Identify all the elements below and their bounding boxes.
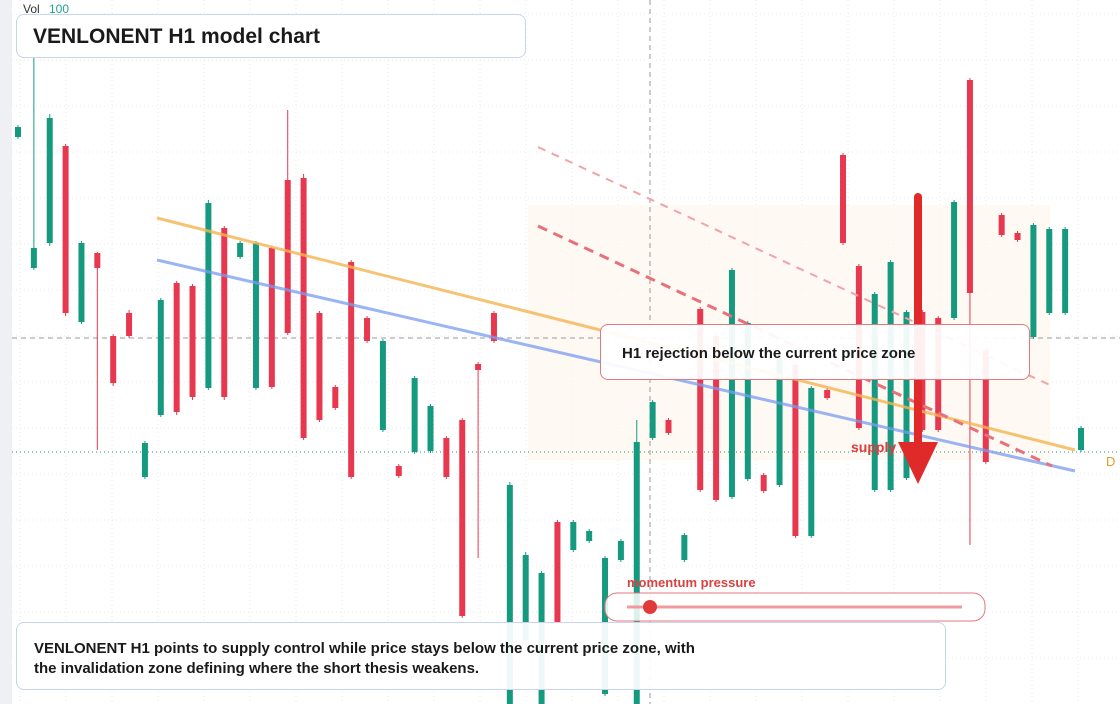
candle-body [570,522,577,550]
candle-body [78,243,85,322]
candle-body [649,402,656,438]
arrow-head [898,442,938,484]
candle-body [903,312,910,478]
candle-body [30,248,37,268]
description: VENLONENT H1 points to supply control wh… [16,622,946,690]
candle-body [237,243,244,257]
candle-body [141,443,148,477]
candle-body [1062,229,1069,313]
zone-label: supply [851,439,896,455]
candle-body [982,350,989,462]
candle-body [46,118,53,243]
left-strip [0,0,12,704]
candle-body [840,155,847,243]
candle-body [110,336,117,383]
candle-body [332,387,339,408]
candle-body [475,364,482,370]
grid [12,0,1120,704]
candle-body [744,323,751,479]
title: VENLONENT H1 model chart [16,14,526,58]
candle-body [697,309,704,490]
candle-body [522,555,529,640]
candle-body [998,215,1005,235]
channel-line [537,224,1053,468]
vol-label: Vol [23,2,40,16]
candle-body [490,313,497,341]
candle-body [1014,233,1021,240]
vol-value: 100 [49,2,69,16]
candle-body [1030,225,1037,337]
candle-body [284,180,291,333]
candle-body [808,388,815,536]
candle-body [427,406,434,451]
candle-body [728,270,735,497]
candle-body [157,300,164,415]
slider-label: momentum pressure [627,575,756,590]
candle-body [1078,428,1084,450]
slider-knob[interactable] [643,600,657,614]
candle-body [300,178,307,438]
candle-body [94,253,101,268]
candle-body [205,203,212,388]
candle-body [348,262,355,477]
edge-label: D [1106,454,1115,469]
candle-body [760,475,767,491]
candle-body [364,318,371,341]
candle-body [411,378,418,452]
candle-body [871,294,878,490]
candle-body [268,248,275,387]
candle-body [617,541,624,560]
candle-body [15,127,21,137]
candle-body [713,336,720,500]
candle-body [792,365,799,536]
candle-body [395,466,402,476]
candle-body [1046,229,1053,313]
candle-body [966,80,973,293]
annotation: H1 rejection below the current price zon… [600,324,1030,380]
candle-body [379,341,386,430]
candle-body [252,243,259,388]
candle-body [824,390,831,398]
candle-body [126,313,133,336]
candle-body [776,358,783,485]
candle-body [554,522,561,622]
candle-body [221,228,228,397]
candle-body [951,202,958,318]
candle-body [316,313,323,420]
candle-body [586,531,593,541]
candle-body [189,286,196,397]
candle-body [681,535,688,560]
candle-body [506,485,513,704]
candle-body [443,438,450,477]
candle-body [459,420,466,616]
candle-body [173,283,180,412]
candle-body [665,420,672,433]
candle-body [62,146,69,313]
candle-body [633,442,640,704]
